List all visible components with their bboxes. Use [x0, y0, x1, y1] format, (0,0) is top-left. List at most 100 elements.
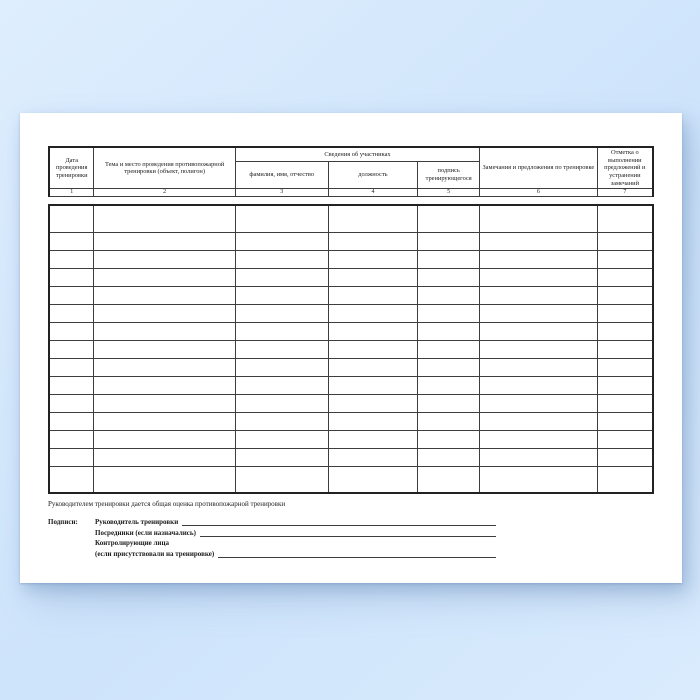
empty-cell — [48, 393, 95, 413]
table-row — [48, 393, 654, 413]
signature-row-mediators: Посредники (если назначались) — [95, 528, 496, 539]
empty-cell — [93, 339, 236, 359]
header-row-sub: фамилия, имя, отчество должность подпись… — [49, 160, 653, 190]
empty-cell — [417, 267, 481, 287]
empty-cell — [596, 411, 654, 431]
empty-cell — [93, 321, 236, 341]
signature-label: (если присутствовали на тренировке) — [95, 549, 215, 558]
signature-line — [199, 535, 496, 537]
signatures-block: Подписи: Руководитель тренировки Посредн… — [48, 517, 496, 559]
empty-cell — [327, 375, 419, 395]
empty-cell — [417, 357, 481, 377]
signature-label: Посредники (если назначались) — [95, 528, 196, 537]
empty-cell — [596, 231, 654, 251]
column-number: 6 — [479, 188, 598, 198]
empty-cell — [48, 204, 95, 233]
empty-cell — [479, 465, 598, 494]
empty-cell — [479, 411, 598, 431]
empty-cell — [479, 231, 598, 251]
empty-cell — [479, 249, 598, 269]
empty-cell — [48, 267, 95, 287]
empty-cell — [93, 303, 236, 323]
header-cell-training-date: Дата проведения тренировки — [48, 146, 95, 190]
empty-cell — [48, 357, 95, 377]
table-row — [48, 204, 654, 233]
empty-cell — [48, 429, 95, 449]
column-number: 7 — [596, 188, 654, 198]
empty-cell — [48, 321, 95, 341]
empty-cell — [327, 411, 419, 431]
empty-cell — [48, 303, 95, 323]
empty-cell — [327, 267, 419, 287]
empty-cell — [93, 231, 236, 251]
table-row — [48, 357, 654, 377]
empty-cell — [48, 375, 95, 395]
empty-cell — [234, 285, 329, 305]
empty-cell — [93, 465, 236, 494]
signature-line — [182, 525, 496, 527]
empty-cell — [417, 393, 481, 413]
header-row-group: Дата проведения тренировки Тема и место … — [48, 146, 654, 190]
signatures-caption: Подписи: — [48, 518, 78, 527]
empty-cell — [48, 339, 95, 359]
empty-cell — [234, 249, 329, 269]
empty-cell — [417, 303, 481, 323]
empty-cell — [93, 411, 236, 431]
header-cell-completion-mark: Отметка о выполнении предложений и устра… — [596, 146, 654, 190]
header-cell-trainee-signature: подпись тренирующегося — [417, 160, 481, 190]
assessment-note: Руководителем тренировки дается общая оц… — [48, 500, 286, 509]
empty-cell — [93, 393, 236, 413]
empty-cell — [596, 204, 654, 233]
empty-cell — [479, 339, 598, 359]
empty-cell — [417, 465, 481, 494]
empty-cell — [596, 321, 654, 341]
empty-cell — [48, 285, 95, 305]
empty-cell — [234, 375, 329, 395]
empty-cell — [327, 447, 419, 467]
empty-cell — [93, 375, 236, 395]
empty-cell — [327, 231, 419, 251]
page-content: Дата проведения тренировки Тема и место … — [20, 113, 682, 559]
header-cell-position: должность — [327, 160, 419, 190]
empty-cell — [479, 303, 598, 323]
empty-cell — [479, 285, 598, 305]
empty-cell — [234, 465, 329, 494]
empty-cell — [417, 231, 481, 251]
empty-cell — [417, 339, 481, 359]
empty-cell — [479, 267, 598, 287]
empty-cell — [417, 447, 481, 467]
empty-cell — [234, 267, 329, 287]
empty-cell — [234, 447, 329, 467]
empty-cell — [417, 204, 481, 233]
empty-cell — [479, 204, 598, 233]
empty-cell — [417, 375, 481, 395]
empty-cell — [596, 285, 654, 305]
empty-cell — [596, 447, 654, 467]
empty-cell — [234, 393, 329, 413]
signature-label: Контролирующие лица — [95, 539, 169, 548]
empty-cell — [93, 267, 236, 287]
column-number: 3 — [234, 188, 329, 198]
empty-cell — [93, 429, 236, 449]
signature-rows: Руководитель тренировки Посредники (если… — [95, 517, 496, 559]
column-number: 2 — [93, 188, 236, 198]
empty-cell — [93, 204, 236, 233]
table-row — [48, 411, 654, 431]
empty-cell — [48, 411, 95, 431]
empty-cell — [327, 339, 419, 359]
header-cell-participants-group: Сведения об участниках — [234, 146, 481, 162]
empty-cell — [596, 357, 654, 377]
empty-cell — [596, 375, 654, 395]
table-row — [48, 339, 654, 359]
empty-cell — [327, 321, 419, 341]
empty-cell — [596, 465, 654, 494]
empty-cell — [234, 204, 329, 233]
column-number: 5 — [417, 188, 481, 198]
empty-cell — [234, 357, 329, 377]
empty-cell — [327, 204, 419, 233]
training-log-header-table: Дата проведения тренировки Тема и место … — [48, 146, 654, 198]
header-cell-full-name: фамилия, имя, отчество — [234, 160, 329, 190]
table-row — [48, 375, 654, 395]
empty-cell — [93, 447, 236, 467]
